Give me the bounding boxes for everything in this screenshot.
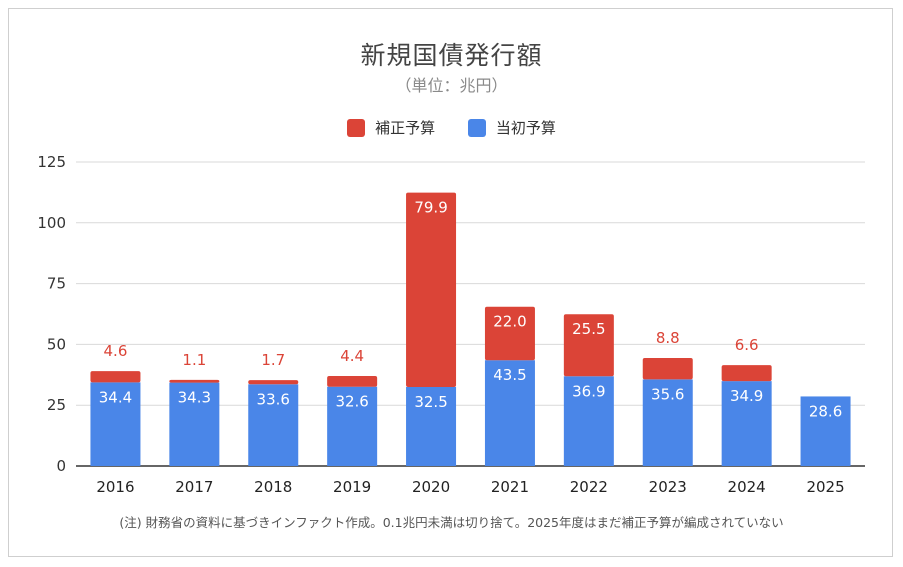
bar-initial-budget — [484, 360, 535, 466]
bar-initial-budget — [721, 381, 772, 466]
data-label-supplementary: 1.7 — [261, 351, 285, 369]
data-label-supplementary: 4.4 — [340, 347, 364, 365]
data-label-initial: 34.4 — [99, 388, 132, 406]
bar-supplementary-budget — [169, 379, 220, 383]
data-label-supplementary: 1.1 — [182, 351, 206, 369]
data-label-initial: 28.6 — [809, 402, 842, 420]
data-label-supplementary: 79.9 — [414, 199, 447, 217]
bar-supplementary-budget — [642, 358, 693, 380]
data-label-initial: 43.5 — [493, 366, 526, 384]
y-tick-label: 125 — [37, 153, 66, 171]
chart-title: 新規国債発行額 — [360, 41, 543, 70]
chart-footnote: (注) 財務省の資料に基づきインファクト作成。0.1兆円未満は切り捨て。2025… — [119, 515, 784, 530]
data-label-initial: 32.6 — [335, 393, 368, 411]
bar-initial-budget — [800, 396, 851, 466]
data-label-supplementary: 25.5 — [572, 320, 605, 338]
x-tick-label: 2021 — [491, 478, 529, 496]
y-tick-label: 75 — [47, 275, 66, 293]
bar-supplementary-budget — [563, 314, 614, 377]
chart-legend: 補正予算 当初予算 — [0, 117, 903, 141]
y-tick-label: 100 — [37, 214, 66, 232]
bar-supplementary-budget — [90, 371, 141, 383]
legend-swatch-supplementary — [347, 118, 366, 137]
data-label-supplementary: 22.0 — [493, 313, 526, 331]
x-tick-label: 2020 — [412, 478, 450, 496]
data-label-supplementary: 6.6 — [735, 336, 759, 354]
legend-item-initial[interactable]: 当初予算 — [467, 117, 556, 138]
bar-initial-budget — [642, 379, 693, 466]
x-tick-label: 2019 — [333, 478, 371, 496]
x-tick-label: 2018 — [254, 478, 292, 496]
bar-initial-budget — [563, 376, 614, 466]
bar-supplementary-budget — [721, 365, 772, 382]
x-tick-label: 2022 — [570, 478, 608, 496]
bar-supplementary-budget — [484, 306, 535, 361]
x-tick-label: 2017 — [175, 478, 213, 496]
data-label-initial: 36.9 — [572, 382, 605, 400]
data-label-initial: 32.5 — [414, 393, 447, 411]
data-label-initial: 34.9 — [730, 387, 763, 405]
legend-swatch-initial — [467, 118, 486, 137]
x-tick-label: 2023 — [649, 478, 687, 496]
bar-initial-budget — [406, 386, 457, 466]
data-label-supplementary: 8.8 — [656, 329, 680, 347]
bar-supplementary-budget — [327, 376, 378, 387]
x-tick-label: 2025 — [806, 478, 844, 496]
legend-item-supplementary[interactable]: 補正予算 — [347, 117, 435, 138]
bar-initial-budget — [169, 382, 220, 466]
data-label-initial: 33.6 — [257, 390, 290, 408]
bar-supplementary-budget — [406, 192, 457, 387]
x-tick-label: 2016 — [96, 478, 134, 496]
bar-initial-budget — [327, 386, 378, 466]
bar-initial-budget — [248, 384, 299, 466]
bar-initial-budget — [90, 382, 141, 466]
bar-supplementary-budget — [248, 380, 299, 385]
legend-label-supplementary: 補正予算 — [375, 119, 436, 137]
data-label-initial: 35.6 — [651, 385, 684, 403]
legend-label-initial: 当初予算 — [495, 119, 556, 137]
x-tick-label: 2024 — [728, 478, 766, 496]
data-label-supplementary: 4.6 — [104, 342, 128, 360]
y-tick-label: 50 — [47, 335, 66, 353]
data-label-initial: 34.3 — [178, 389, 211, 407]
y-tick-label: 0 — [56, 457, 66, 475]
y-tick-label: 25 — [47, 396, 66, 414]
chart-subtitle: （単位：兆円） — [395, 76, 508, 95]
